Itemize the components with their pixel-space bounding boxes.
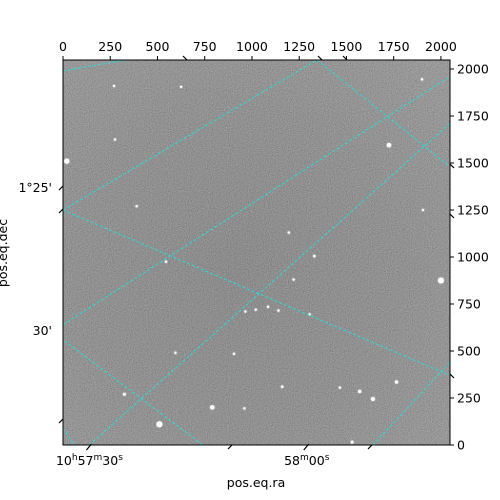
- grid-edge-tick: [317, 55, 323, 61]
- grid-line: [63, 209, 450, 376]
- grid-line: [316, 60, 450, 168]
- star: [421, 208, 425, 212]
- star: [338, 386, 342, 389]
- grid-edge-tick: [367, 444, 373, 450]
- y-pixel-tick-label: 750: [457, 297, 481, 312]
- grid-line: [89, 123, 450, 445]
- y-pixel-tick-label: 250: [457, 391, 481, 406]
- x-pixel-tick-label: 2000: [425, 39, 457, 54]
- x-pixel-tick-label: 1500: [331, 39, 363, 54]
- star: [122, 392, 126, 396]
- y-pixel-tick-label: 0: [457, 438, 465, 453]
- ra-tick: [303, 443, 310, 451]
- star: [420, 78, 424, 81]
- grid-line: [63, 427, 75, 445]
- grid-line: [372, 361, 450, 445]
- star: [244, 310, 247, 313]
- y-pixel-tick-label: 1000: [457, 250, 489, 265]
- grid-edge-tick: [182, 55, 188, 61]
- ra-tick-label: 58m​00s​: [284, 453, 330, 468]
- grid-edge-tick: [342, 55, 348, 61]
- star: [394, 380, 399, 384]
- grid-edge-tick: [58, 418, 64, 424]
- dec-tick-label: 1°25': [18, 180, 52, 195]
- x-axis-title: pos.eq.ra: [227, 475, 285, 490]
- star: [254, 308, 257, 311]
- y-pixel-tick-label: 2000: [457, 62, 489, 77]
- sky-image: [63, 60, 450, 445]
- dec-tick-label: 30': [33, 323, 52, 338]
- star: [113, 138, 117, 141]
- y-pixel-tick-label: 1750: [457, 109, 489, 124]
- x-pixel-tick-label: 0: [59, 39, 67, 54]
- grid-line: [63, 60, 126, 72]
- x-pixel-tick-label: 500: [146, 39, 170, 54]
- y-pixel-tick-label: 1250: [457, 203, 489, 218]
- star: [287, 231, 291, 234]
- y-pixel-tick-label: 500: [457, 344, 481, 359]
- x-pixel-tick-label: 250: [98, 39, 122, 54]
- star: [370, 396, 375, 402]
- star: [135, 205, 138, 208]
- x-pixel-tick-label: 1000: [236, 39, 268, 54]
- grid-edge-tick: [449, 163, 455, 169]
- star: [64, 158, 70, 164]
- star: [350, 440, 354, 444]
- grid-line: [63, 339, 204, 445]
- star: [156, 421, 163, 428]
- star: [112, 84, 116, 88]
- y-axis-title: pos.eq.dec: [0, 219, 10, 287]
- x-pixel-tick-label: 750: [193, 39, 217, 54]
- star: [386, 142, 392, 148]
- star: [437, 277, 444, 284]
- star: [313, 254, 316, 258]
- star: [232, 352, 236, 356]
- plot-frame: [62, 59, 451, 446]
- grid-edge-tick: [227, 444, 233, 450]
- star: [179, 85, 183, 89]
- star: [210, 405, 215, 410]
- grid-edge-tick: [58, 208, 64, 214]
- grid-edge-tick: [58, 185, 64, 191]
- x-pixel-tick-label: 1750: [378, 39, 410, 54]
- star: [164, 260, 168, 263]
- star: [277, 309, 280, 312]
- star: [292, 278, 295, 281]
- ra-tick-label: 10h​57m​30s​: [56, 453, 123, 468]
- pixel-axis-ticks: 0 250 500 750 1000 1250 1500 1750 2000 0 250 500 750…: [59, 39, 489, 453]
- x-pixel-tick-label: 1250: [283, 39, 315, 54]
- grid-edge-tick: [449, 213, 455, 219]
- stars-layer: [63, 77, 445, 445]
- grid-line: [63, 60, 318, 211]
- star: [243, 407, 246, 410]
- ra-tick: [85, 443, 92, 451]
- star: [357, 389, 362, 394]
- grid-line: [63, 76, 450, 326]
- coordinate-grid: [63, 60, 450, 445]
- star: [266, 305, 270, 309]
- star: [280, 385, 284, 389]
- world-axis-ticks: 10h​57m​30s​ 58m​00s​ 1°25' 30': [18, 55, 455, 468]
- y-pixel-tick-label: 1500: [457, 156, 489, 171]
- star: [174, 351, 177, 355]
- grid-edge-tick: [449, 373, 455, 379]
